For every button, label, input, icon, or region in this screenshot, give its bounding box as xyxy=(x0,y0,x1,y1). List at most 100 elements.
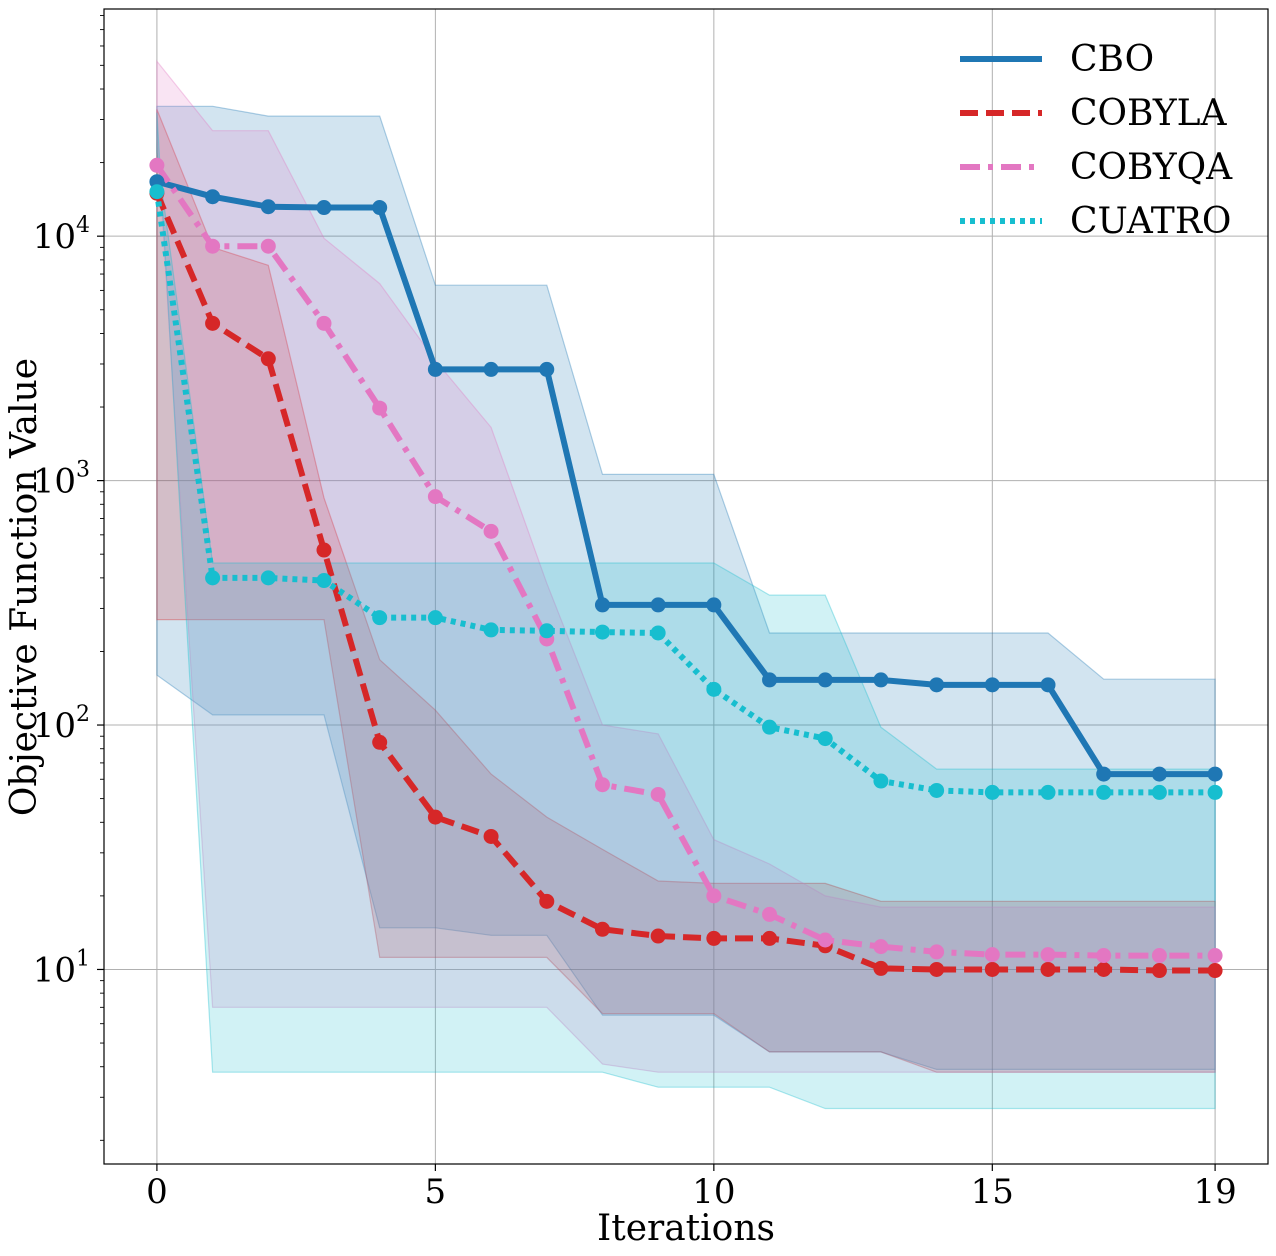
marker-cobyqa xyxy=(873,939,889,955)
marker-cuatro xyxy=(762,719,778,735)
x-tick-label: 10 xyxy=(692,1172,735,1212)
marker-cbo xyxy=(483,361,499,377)
marker-cobyla xyxy=(260,351,276,367)
marker-cbo xyxy=(984,677,1000,693)
band-cbo xyxy=(156,105,1216,1071)
marker-cuatro xyxy=(149,184,165,200)
marker-cuatro xyxy=(1040,784,1056,800)
band-cobyqa xyxy=(156,59,1216,1073)
plot-frame xyxy=(103,8,1269,1165)
marker-cobyla xyxy=(372,734,388,750)
y-tick-label: 101 xyxy=(33,946,90,990)
marker-cuatro xyxy=(706,681,722,697)
marker-cuatro xyxy=(260,570,276,586)
y-tick-label: 103 xyxy=(33,458,90,502)
marker-cobyqa xyxy=(1207,948,1223,964)
confidence-bands xyxy=(156,59,1216,1110)
marker-cobyla xyxy=(316,542,332,558)
marker-cobyla xyxy=(1096,961,1112,977)
marker-cuatro xyxy=(984,784,1000,800)
marker-cuatro xyxy=(483,622,499,638)
y-tick-base: 10 xyxy=(33,950,76,990)
marker-cbo xyxy=(1040,677,1056,693)
marker-cbo xyxy=(1151,766,1167,782)
legend: CBO COBYLA COBYQA CUATRO xyxy=(960,39,1233,242)
x-tick-label: 5 xyxy=(425,1172,447,1212)
marker-cobyqa xyxy=(929,944,945,960)
marker-cbo xyxy=(873,672,889,688)
marker-cbo xyxy=(205,189,221,205)
y-tick-exponent: 3 xyxy=(76,458,90,483)
marker-cobyla xyxy=(650,928,666,944)
line-cbo xyxy=(156,178,1216,778)
marker-cuatro xyxy=(594,624,610,640)
marker-cobyla xyxy=(984,961,1000,977)
y-tick-exponent: 4 xyxy=(76,213,90,238)
marker-cobyla xyxy=(706,930,722,946)
line-cobyla xyxy=(154,191,1216,974)
marker-cuatro xyxy=(539,623,555,639)
band-cuatro xyxy=(156,112,1216,1110)
marker-cbo xyxy=(427,361,443,377)
marker-cobyqa xyxy=(817,932,833,948)
y-tick-label: 102 xyxy=(33,702,90,746)
marker-cobyla xyxy=(1151,963,1167,979)
y-tick-base: 10 xyxy=(33,462,76,502)
marker-cbo xyxy=(1207,766,1223,782)
x-tick-label: 0 xyxy=(146,1172,168,1212)
legend-label-cbo: CBO xyxy=(1070,39,1154,80)
marker-cbo xyxy=(316,200,332,216)
marker-cobyqa xyxy=(205,238,221,254)
marker-cbo xyxy=(594,597,610,613)
marker-cbo xyxy=(706,597,722,613)
marker-cobyqa xyxy=(260,238,276,254)
marker-cobyla xyxy=(539,893,555,909)
marker-cobyqa xyxy=(762,906,778,922)
marker-cobyqa xyxy=(427,489,443,505)
marker-cbo xyxy=(260,199,276,215)
marker-cobyqa xyxy=(594,777,610,793)
series-markers xyxy=(149,157,1223,979)
marker-cobyqa xyxy=(1151,948,1167,964)
marker-cobyla xyxy=(1207,963,1223,979)
marker-cbo xyxy=(929,677,945,693)
marker-cobyla xyxy=(483,828,499,844)
marker-cobyqa xyxy=(706,888,722,904)
marker-cobyqa xyxy=(650,786,666,802)
legend-label-cuatro: CUATRO xyxy=(1070,201,1231,242)
marker-cobyqa xyxy=(1096,948,1112,964)
marker-cuatro xyxy=(817,731,833,747)
marker-cobyla xyxy=(873,960,889,976)
marker-cuatro xyxy=(873,773,889,789)
marker-cobyqa xyxy=(483,523,499,539)
y-tick-exponent: 2 xyxy=(76,702,90,727)
y-tick-label: 104 xyxy=(33,213,90,257)
line-cobyqa xyxy=(154,163,1216,959)
marker-cuatro xyxy=(1096,784,1112,800)
marker-cobyla xyxy=(1040,961,1056,977)
marker-cobyla xyxy=(929,961,945,977)
legend-label-cobyqa: COBYQA xyxy=(1070,147,1233,188)
marker-cbo xyxy=(650,597,666,613)
y-tick-base: 10 xyxy=(33,706,76,746)
marker-cobyla xyxy=(427,809,443,825)
marker-cbo xyxy=(817,672,833,688)
marker-cobyla xyxy=(762,930,778,946)
marker-cuatro xyxy=(1151,784,1167,800)
marker-cobyla xyxy=(205,315,221,331)
legend-label-cobyla: COBYLA xyxy=(1070,93,1228,134)
marker-cobyqa xyxy=(149,157,165,173)
marker-cobyqa xyxy=(316,315,332,331)
marker-cbo xyxy=(372,200,388,216)
line-cuatro xyxy=(153,191,1216,796)
marker-cuatro xyxy=(1207,784,1223,800)
band-cobyla xyxy=(156,109,1216,1073)
marker-cuatro xyxy=(372,610,388,626)
marker-cuatro xyxy=(316,573,332,589)
marker-cuatro xyxy=(929,782,945,798)
y-tick-exponent: 1 xyxy=(76,946,90,971)
marker-cbo xyxy=(762,672,778,688)
